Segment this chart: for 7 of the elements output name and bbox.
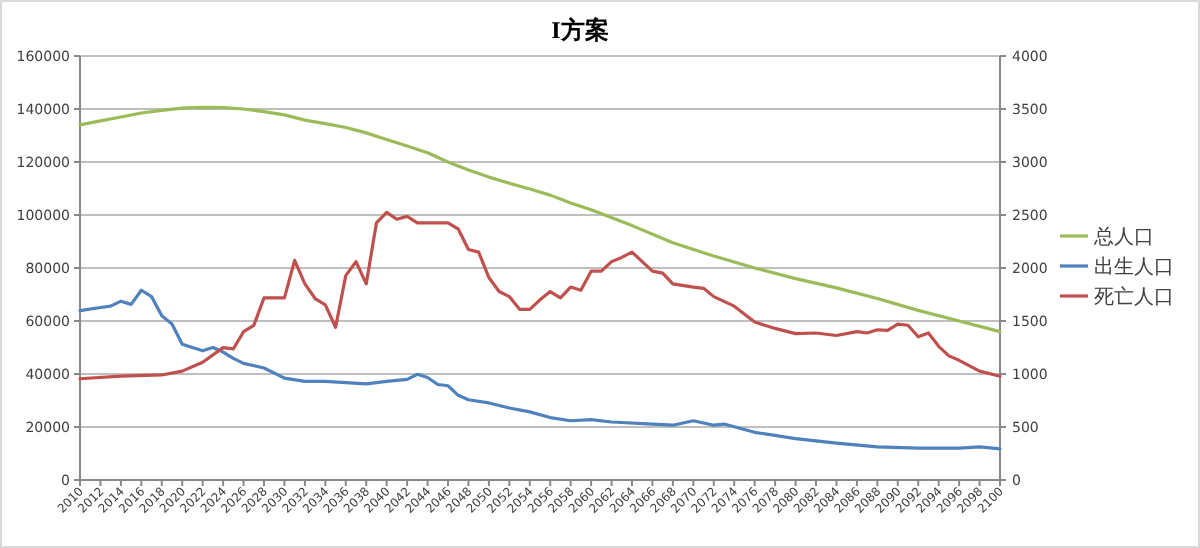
legend-label: 死亡人口	[1094, 285, 1174, 309]
line-series	[78, 105, 1002, 334]
chart-title: I方案	[551, 16, 609, 44]
legend-label: 出生人口	[1094, 255, 1174, 279]
line-series	[78, 210, 1002, 381]
line-series	[78, 288, 1002, 451]
legend-label: 总人口	[1092, 225, 1154, 249]
